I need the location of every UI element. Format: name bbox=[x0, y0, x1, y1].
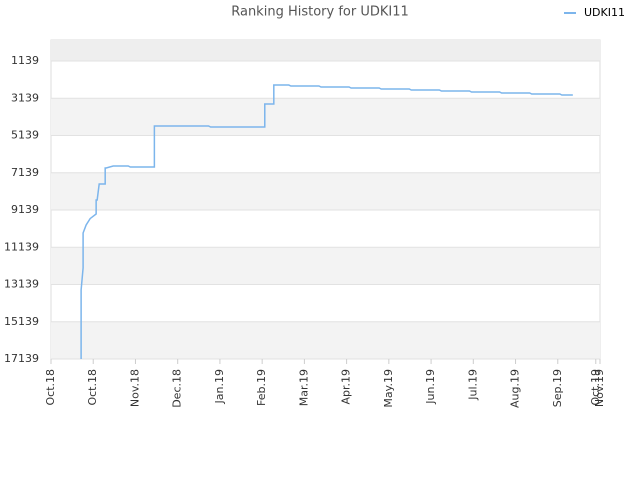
y-tick-label: 3139 bbox=[11, 91, 39, 104]
legend-label: UDKI11 bbox=[584, 6, 625, 19]
x-tick-label: Aug.19 bbox=[509, 369, 522, 408]
x-tick-label: Nov.18 bbox=[128, 369, 141, 407]
x-tick-label: Jan.19 bbox=[213, 369, 226, 404]
chart-title: Ranking History for UDKI11 bbox=[231, 5, 409, 20]
band bbox=[51, 172, 600, 211]
x-tick-label: Jun.19 bbox=[424, 369, 437, 405]
band bbox=[51, 40, 600, 62]
x-tick-label: Sep.19 bbox=[551, 369, 564, 407]
x-tick-label: Jul.19 bbox=[466, 369, 479, 401]
x-tick-label: Oct.18 bbox=[44, 369, 57, 406]
band bbox=[51, 247, 600, 285]
y-tick-label: 1139 bbox=[11, 54, 39, 67]
y-tick-label: 7139 bbox=[11, 166, 39, 179]
x-tick-label: May.19 bbox=[382, 369, 395, 408]
x-tick-label: Mar.19 bbox=[297, 369, 310, 406]
x-tick-label: Dec.18 bbox=[171, 369, 184, 408]
y-tick-label: 13139 bbox=[4, 278, 39, 291]
y-tick-label: 5139 bbox=[11, 129, 39, 142]
series-line bbox=[80, 84, 573, 359]
x-tick-label: Apr.19 bbox=[340, 369, 353, 405]
y-tick-label: 17139 bbox=[4, 352, 39, 365]
x-tick-label: Feb.19 bbox=[255, 369, 268, 406]
y-tick-label: 11139 bbox=[4, 240, 39, 253]
x-tick-label: Nov.19 bbox=[593, 369, 606, 407]
x-tick-label: Oct.18 bbox=[86, 369, 99, 406]
band bbox=[51, 321, 600, 359]
band bbox=[51, 98, 600, 136]
x-tick-label: Oct.19 bbox=[589, 369, 602, 406]
y-tick-label: 9139 bbox=[11, 203, 39, 216]
y-tick-label: 15139 bbox=[4, 315, 39, 328]
